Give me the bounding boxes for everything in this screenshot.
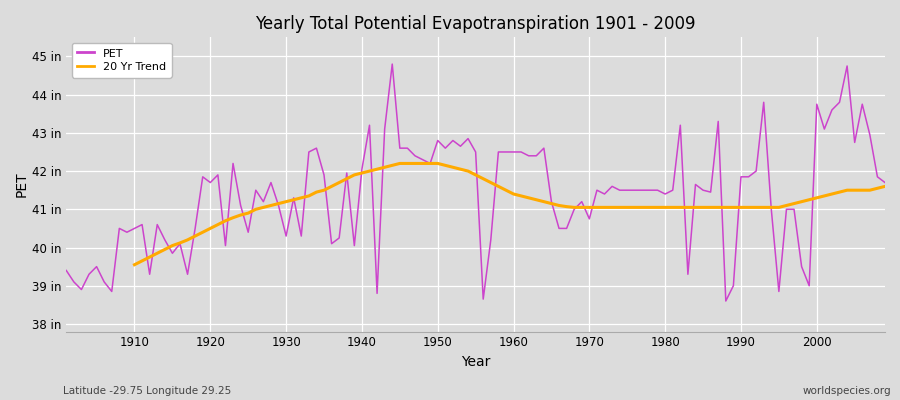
X-axis label: Year: Year <box>461 355 491 369</box>
Text: Latitude -29.75 Longitude 29.25: Latitude -29.75 Longitude 29.25 <box>63 386 231 396</box>
Text: worldspecies.org: worldspecies.org <box>803 386 891 396</box>
Legend: PET, 20 Yr Trend: PET, 20 Yr Trend <box>72 43 172 78</box>
Y-axis label: PET: PET <box>15 172 29 197</box>
Title: Yearly Total Potential Evapotranspiration 1901 - 2009: Yearly Total Potential Evapotranspiratio… <box>256 15 696 33</box>
